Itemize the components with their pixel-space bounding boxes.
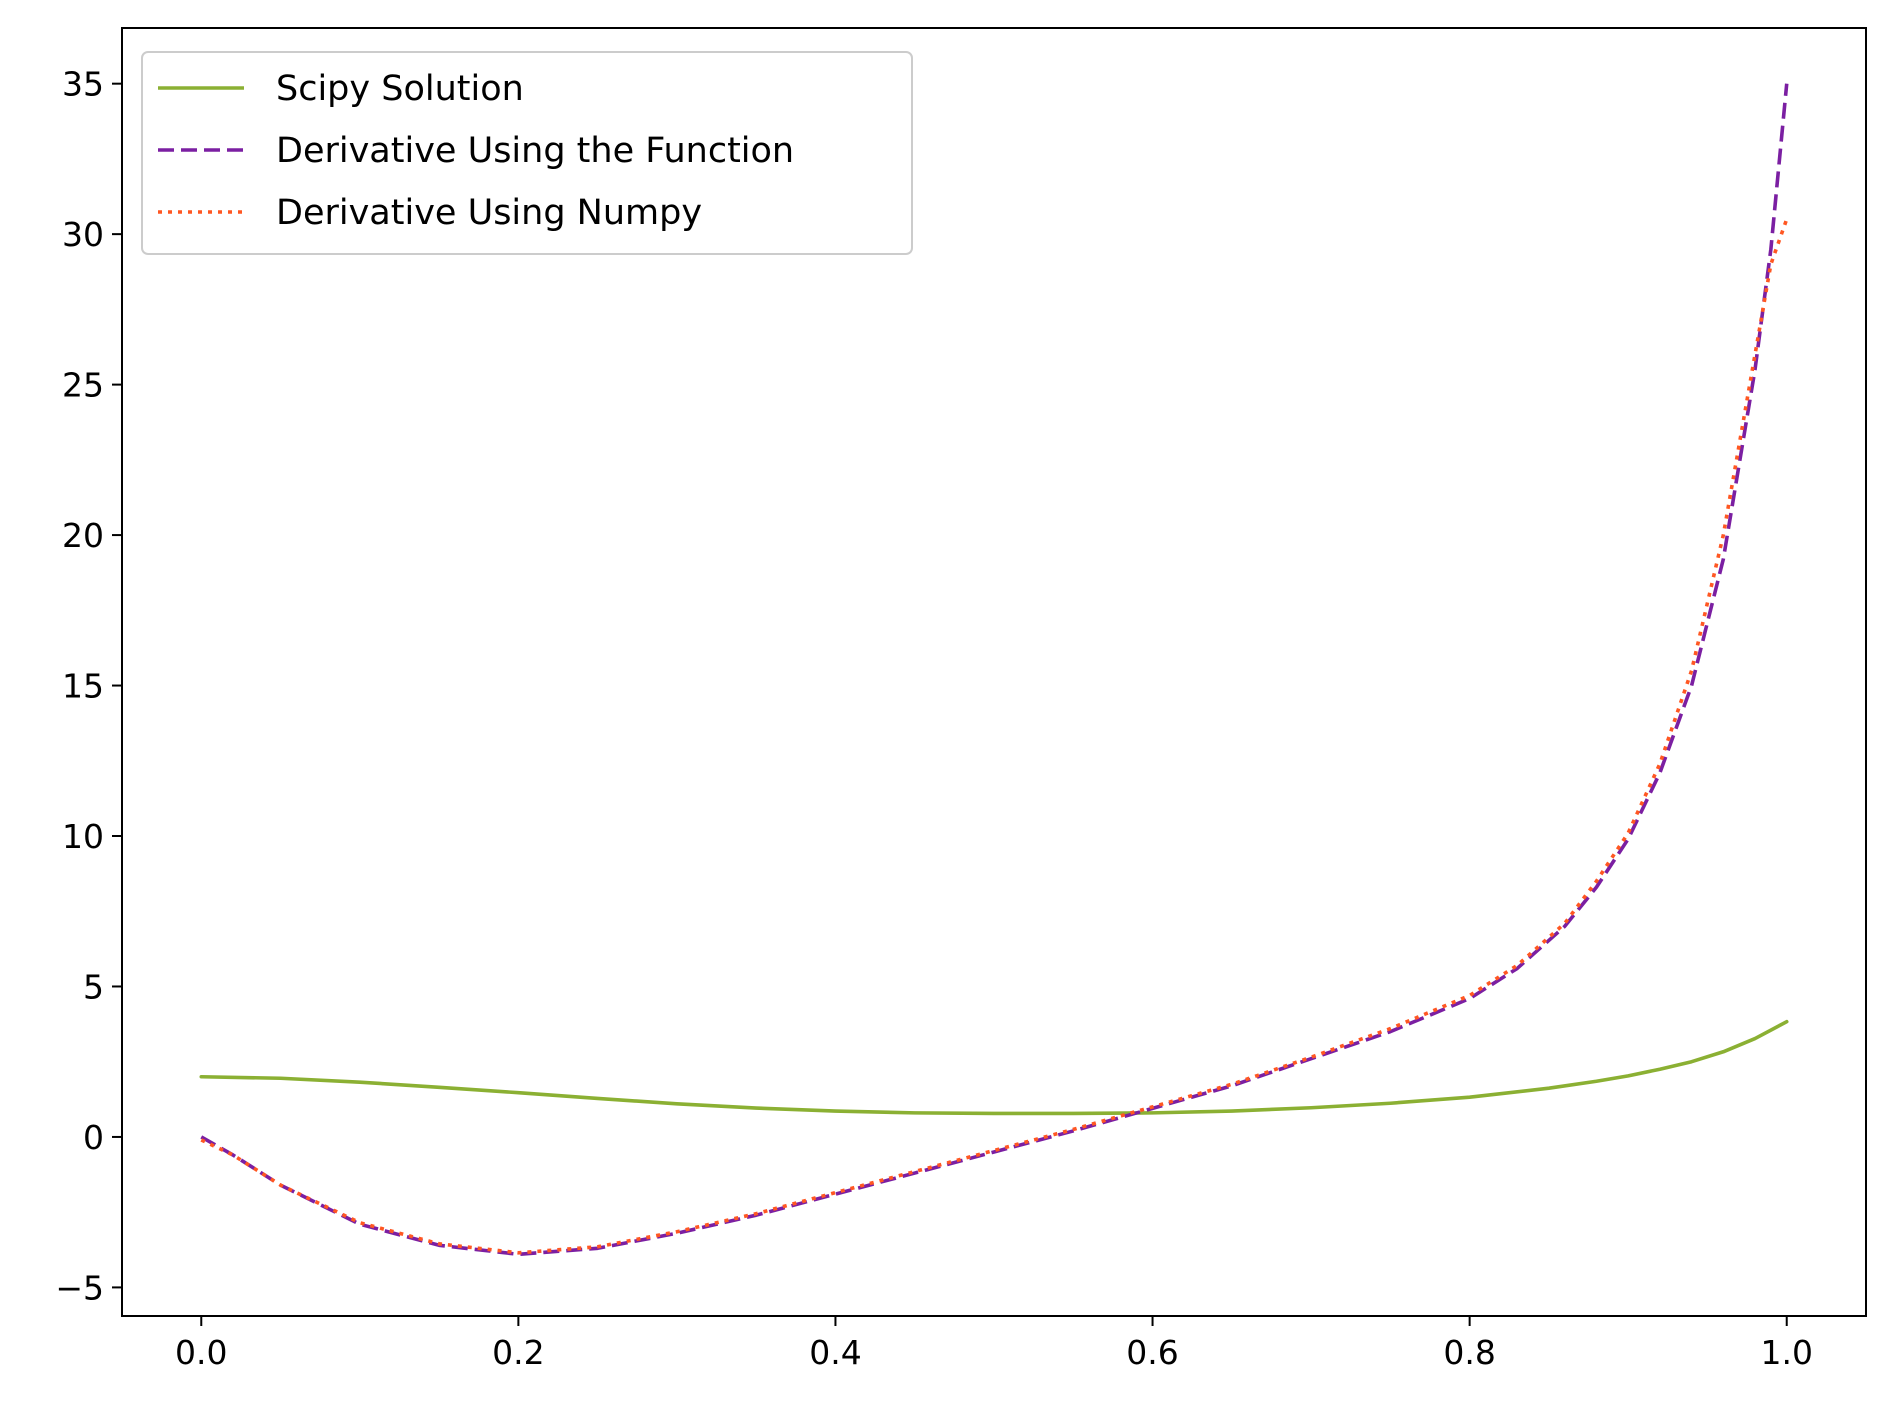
x-tick-label: 0.4 — [809, 1333, 861, 1372]
axes-frame — [121, 27, 1867, 1317]
y-tick-label: 10 — [62, 817, 104, 856]
y-tick-label: −5 — [55, 1268, 104, 1307]
series-line-1 — [199, 1019, 1789, 1116]
axes: 0.0 0.2 0.4 0.6 0.8 1.0 −5 0 5 10 15 20 25 30 35 — [55, 27, 1867, 1372]
x-tick-label: 0.8 — [1443, 1333, 1495, 1372]
legend-label-1: Scipy Solution — [276, 69, 524, 109]
x-tick-label: 1.0 — [1760, 1333, 1812, 1372]
legend-label-2: Derivative Using the Function — [276, 131, 794, 171]
y-tick-label: 35 — [62, 65, 104, 104]
plot-area — [199, 83, 1789, 1257]
y-tick-label: 30 — [62, 215, 104, 254]
x-tick-label: 0.6 — [1126, 1333, 1178, 1372]
x-tick-label: 0.2 — [492, 1333, 544, 1372]
legend-label-3: Derivative Using Numpy — [276, 193, 702, 233]
series-line-3 — [200, 218, 1789, 1255]
y-tick-label: 25 — [62, 366, 104, 405]
legend-box — [141, 51, 913, 255]
y-tick-label: 5 — [83, 967, 104, 1006]
y-tick-label: 20 — [62, 516, 104, 555]
x-tick-label: 0.0 — [175, 1333, 227, 1372]
legend: Scipy Solution Derivative Using the Funct… — [141, 51, 913, 255]
y-tick-label: 15 — [62, 667, 104, 706]
y-tick-label: 0 — [83, 1118, 104, 1157]
